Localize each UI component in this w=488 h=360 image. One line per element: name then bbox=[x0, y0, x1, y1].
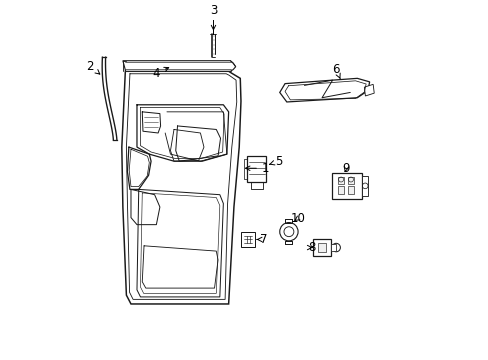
Text: 1: 1 bbox=[245, 162, 269, 175]
Polygon shape bbox=[241, 232, 255, 247]
Polygon shape bbox=[347, 186, 353, 194]
Text: 7: 7 bbox=[257, 233, 267, 246]
Polygon shape bbox=[312, 239, 330, 256]
Polygon shape bbox=[361, 176, 367, 195]
Polygon shape bbox=[330, 244, 335, 251]
Text: 4: 4 bbox=[152, 67, 168, 80]
Text: 3: 3 bbox=[209, 4, 217, 17]
Polygon shape bbox=[337, 186, 344, 194]
Polygon shape bbox=[364, 84, 373, 96]
Polygon shape bbox=[279, 78, 369, 102]
Polygon shape bbox=[247, 156, 266, 183]
Text: 6: 6 bbox=[332, 63, 340, 79]
Text: 10: 10 bbox=[290, 212, 305, 225]
Polygon shape bbox=[331, 173, 361, 199]
Text: 9: 9 bbox=[342, 162, 349, 175]
Polygon shape bbox=[317, 243, 325, 252]
Text: 8: 8 bbox=[307, 241, 315, 254]
Polygon shape bbox=[347, 177, 353, 184]
Polygon shape bbox=[122, 61, 235, 71]
Polygon shape bbox=[122, 71, 241, 304]
Text: 2: 2 bbox=[86, 59, 100, 74]
Text: 5: 5 bbox=[269, 155, 282, 168]
Polygon shape bbox=[337, 177, 344, 184]
